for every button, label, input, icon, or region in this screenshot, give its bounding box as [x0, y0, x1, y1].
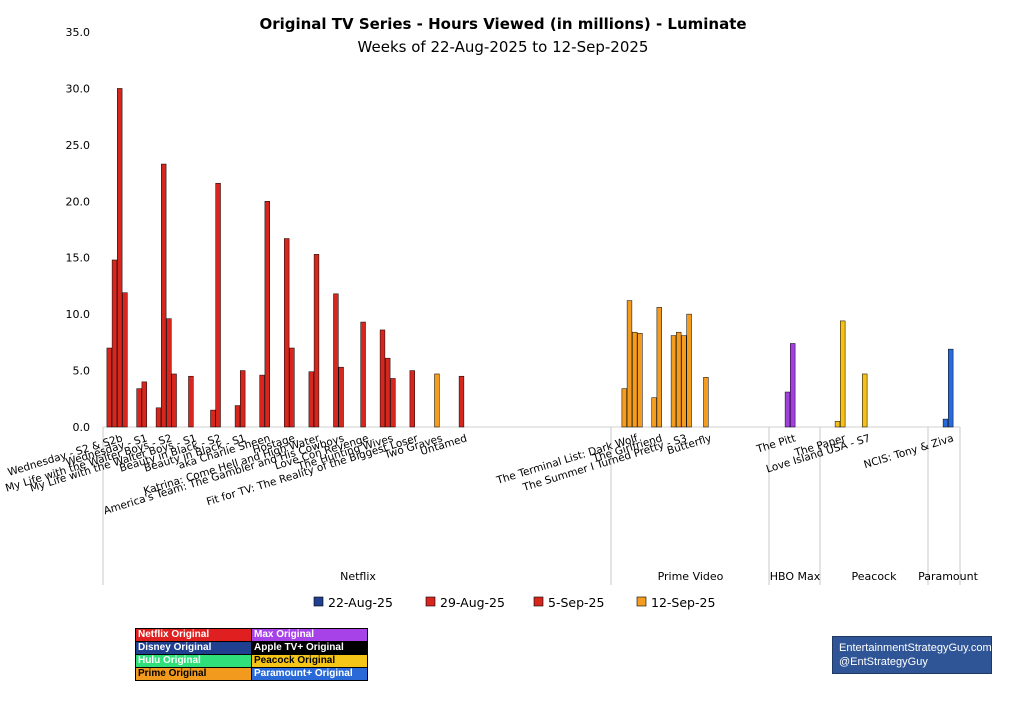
key-cell: Disney Original: [135, 641, 252, 655]
bar: [338, 366, 344, 428]
key-cell: Peacock Original: [251, 654, 368, 668]
y-tick-label: 5.0: [73, 365, 91, 378]
y-tick-label: 15.0: [66, 252, 91, 265]
legend-swatch: [636, 596, 647, 607]
y-tick-label: 35.0: [66, 26, 91, 39]
bar: [670, 335, 677, 428]
y-tick-label: 0.0: [73, 421, 91, 434]
branding-site: EntertainmentStrategyGuy.com: [839, 642, 992, 654]
bar: [834, 421, 841, 428]
bar: [259, 374, 265, 428]
y-axis: 0.0 5.0 10.0 15.0 20.0 25.0 30.0 35.0: [66, 26, 960, 434]
platform-labels: Netflix Prime Video HBO Max Peacock Paramoun…: [340, 570, 979, 583]
bar: [136, 388, 142, 428]
key-cell: Apple TV+ Original: [251, 641, 368, 655]
y-tick-label: 10.0: [66, 308, 91, 321]
legend-swatch: [313, 596, 324, 607]
legend-label: 22-Aug-25: [328, 595, 393, 610]
bar: [333, 293, 339, 428]
bar: [308, 371, 314, 428]
bar: [790, 343, 796, 428]
bar: [784, 391, 791, 428]
platform-label: Prime Video: [658, 570, 724, 583]
bar: [289, 347, 295, 428]
bar: [840, 320, 846, 428]
bar: [188, 375, 194, 428]
bar: [379, 329, 386, 428]
bar: [111, 259, 118, 428]
bar: [385, 357, 391, 428]
bars: [106, 88, 954, 428]
platform-label: Peacock: [852, 570, 898, 583]
bar: [155, 407, 162, 428]
y-tick-label: 20.0: [66, 195, 91, 208]
bar: [942, 418, 949, 428]
bar: [632, 331, 638, 428]
bar: [656, 307, 662, 428]
key-cell: Prime Original: [135, 667, 252, 681]
bar: [161, 163, 167, 428]
bar: [215, 182, 221, 428]
bar: [651, 397, 657, 428]
bar: [686, 313, 692, 428]
key-cell: Max Original: [251, 628, 368, 642]
bar: [703, 377, 709, 428]
bar: [240, 370, 246, 428]
group-dividers: [102, 427, 961, 585]
bar: [141, 381, 147, 428]
bar: [313, 254, 320, 428]
y-tick-label: 30.0: [66, 82, 91, 95]
bar: [681, 335, 687, 428]
bar: [862, 373, 868, 428]
bar: [676, 331, 682, 428]
legend-label: 5-Sep-25: [548, 595, 604, 610]
bar: [360, 321, 366, 428]
bar: [166, 318, 172, 428]
bar: [106, 347, 112, 428]
bar: [122, 292, 128, 428]
bar: [117, 88, 123, 428]
key-row: Hulu Original Peacock Original: [135, 654, 368, 668]
bar: [626, 300, 633, 428]
legend-swatch: [533, 596, 544, 607]
legend-label: 12-Sep-25: [651, 595, 715, 610]
key-row: Netflix Original Max Original: [135, 628, 368, 642]
bar: [284, 238, 290, 428]
legend: 22-Aug-25 29-Aug-25 5-Sep-25 12-Sep-25: [313, 595, 715, 610]
legend-label: 29-Aug-25: [440, 595, 505, 610]
bar: [390, 378, 396, 428]
bar: [434, 373, 440, 428]
key-row: Disney Original Apple TV+ Original: [135, 641, 368, 655]
category-label: NCIS: Tony & Ziva: [862, 432, 955, 471]
chart-subtitle: Weeks of 22-Aug-2025 to 12-Sep-2025: [358, 38, 649, 56]
bar: [948, 348, 954, 428]
chart-title: Original TV Series - Hours Viewed (in mi…: [259, 15, 746, 33]
bar: [637, 333, 643, 428]
legend-swatch: [425, 596, 436, 607]
key-cell: Netflix Original: [135, 628, 252, 642]
bar: [458, 375, 465, 428]
branding-box: EntertainmentStrategyGuy.com @EntStrateg…: [832, 636, 992, 674]
bar: [210, 409, 216, 428]
bar: [264, 201, 270, 428]
y-tick-label: 25.0: [66, 139, 91, 152]
platform-label: Paramount: [918, 570, 979, 583]
key-row: Prime Original Paramount+ Original: [135, 667, 368, 681]
bar: [171, 373, 177, 428]
branding-handle: @EntStrategyGuy: [839, 656, 928, 668]
key-cell: Hulu Original: [135, 654, 252, 668]
bar: [621, 388, 627, 428]
category-label: The Pitt: [754, 432, 797, 455]
key-cell: Paramount+ Original: [251, 667, 368, 681]
color-key: Netflix Original Max Original Disney Origi…: [135, 628, 368, 681]
bar: [234, 405, 241, 428]
bar: [409, 370, 415, 428]
platform-label: Netflix: [340, 570, 376, 583]
platform-label: HBO Max: [770, 570, 821, 583]
